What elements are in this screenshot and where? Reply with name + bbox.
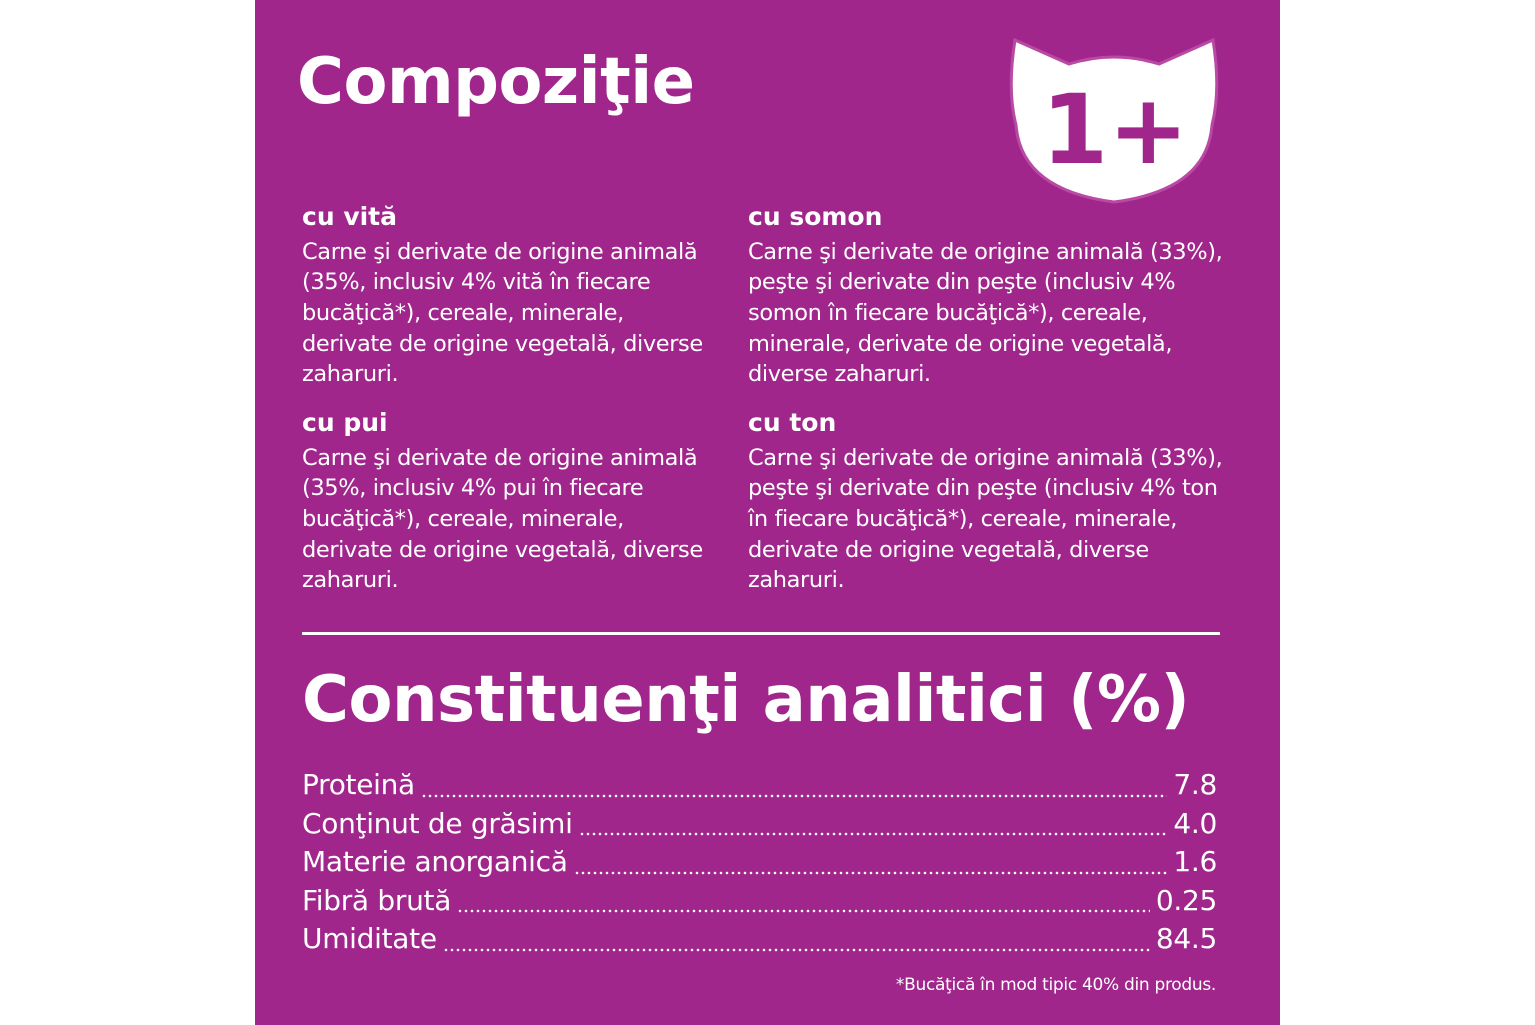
- composition-item-chicken: cu pui Carne şi derivate de origine anim…: [302, 409, 703, 596]
- analytics-row-value: 84.5: [1155, 922, 1217, 955]
- analytics-row-name: Fibră brută: [302, 883, 452, 917]
- composition-item-text: Carne şi derivate de origine animală (33…: [748, 444, 1223, 594]
- composition-item-text: Carne şi derivate de origine animală (35…: [302, 238, 703, 388]
- composition-item-heading: cu pui: [302, 408, 388, 437]
- composition-item-heading: cu somon: [748, 202, 883, 231]
- composition-title: Compoziţie: [297, 45, 695, 119]
- dot-leader: [420, 793, 1168, 798]
- analytics-row: Materie anorganică 1.6: [302, 845, 1217, 884]
- analytics-title: Constituenţi analitici (%): [302, 663, 1190, 737]
- dot-leader: [573, 870, 1168, 875]
- cat-head-icon: 1+: [1009, 37, 1219, 204]
- analytics-row-name: Umiditate: [302, 922, 437, 955]
- product-info-panel: Compoziţie 1+ cu vită Carne şi derivate …: [255, 0, 1280, 1025]
- analytics-row-value: 4.0: [1173, 806, 1217, 840]
- analytics-row: Conţinut de grăsimi 4.0: [302, 807, 1217, 846]
- analytics-table: Proteină 7.8 Conţinut de grăsimi 4.0 Mat…: [302, 768, 1217, 961]
- composition-item-heading: cu vită: [302, 202, 398, 231]
- composition-item-heading: cu ton: [748, 408, 837, 437]
- dot-leader: [578, 832, 1168, 836]
- composition-item-tuna: cu ton Carne şi derivate de origine anim…: [748, 409, 1223, 596]
- composition-item-salmon: cu somon Carne şi derivate de origine an…: [748, 203, 1223, 390]
- analytics-row-name: Conţinut de grăsimi: [302, 806, 573, 840]
- section-divider: [302, 632, 1220, 635]
- footnote: *Bucăţică în mod tipic 40% din produs.: [895, 975, 1216, 995]
- composition-item-text: Carne şi derivate de origine animală (35…: [302, 444, 703, 594]
- analytics-row: Fibră brută 0.25: [302, 884, 1217, 923]
- composition-item-beef: cu vită Carne şi derivate de origine ani…: [302, 203, 703, 390]
- analytics-row: Umiditate 84.5: [302, 922, 1217, 961]
- analytics-row-name: Proteină: [302, 768, 415, 801]
- analytics-row: Proteină 7.8: [302, 768, 1217, 807]
- analytics-row-value: 0.25: [1155, 883, 1217, 917]
- composition-item-text: Carne şi derivate de origine animală (33…: [748, 238, 1223, 388]
- analytics-row-value: 1.6: [1173, 845, 1217, 878]
- analytics-row-value: 7.8: [1173, 768, 1217, 801]
- badge-label: 1+: [1041, 74, 1188, 186]
- analytics-row-name: Materie anorganică: [302, 845, 568, 878]
- dot-leader: [457, 909, 1150, 913]
- dot-leader: [442, 947, 1150, 952]
